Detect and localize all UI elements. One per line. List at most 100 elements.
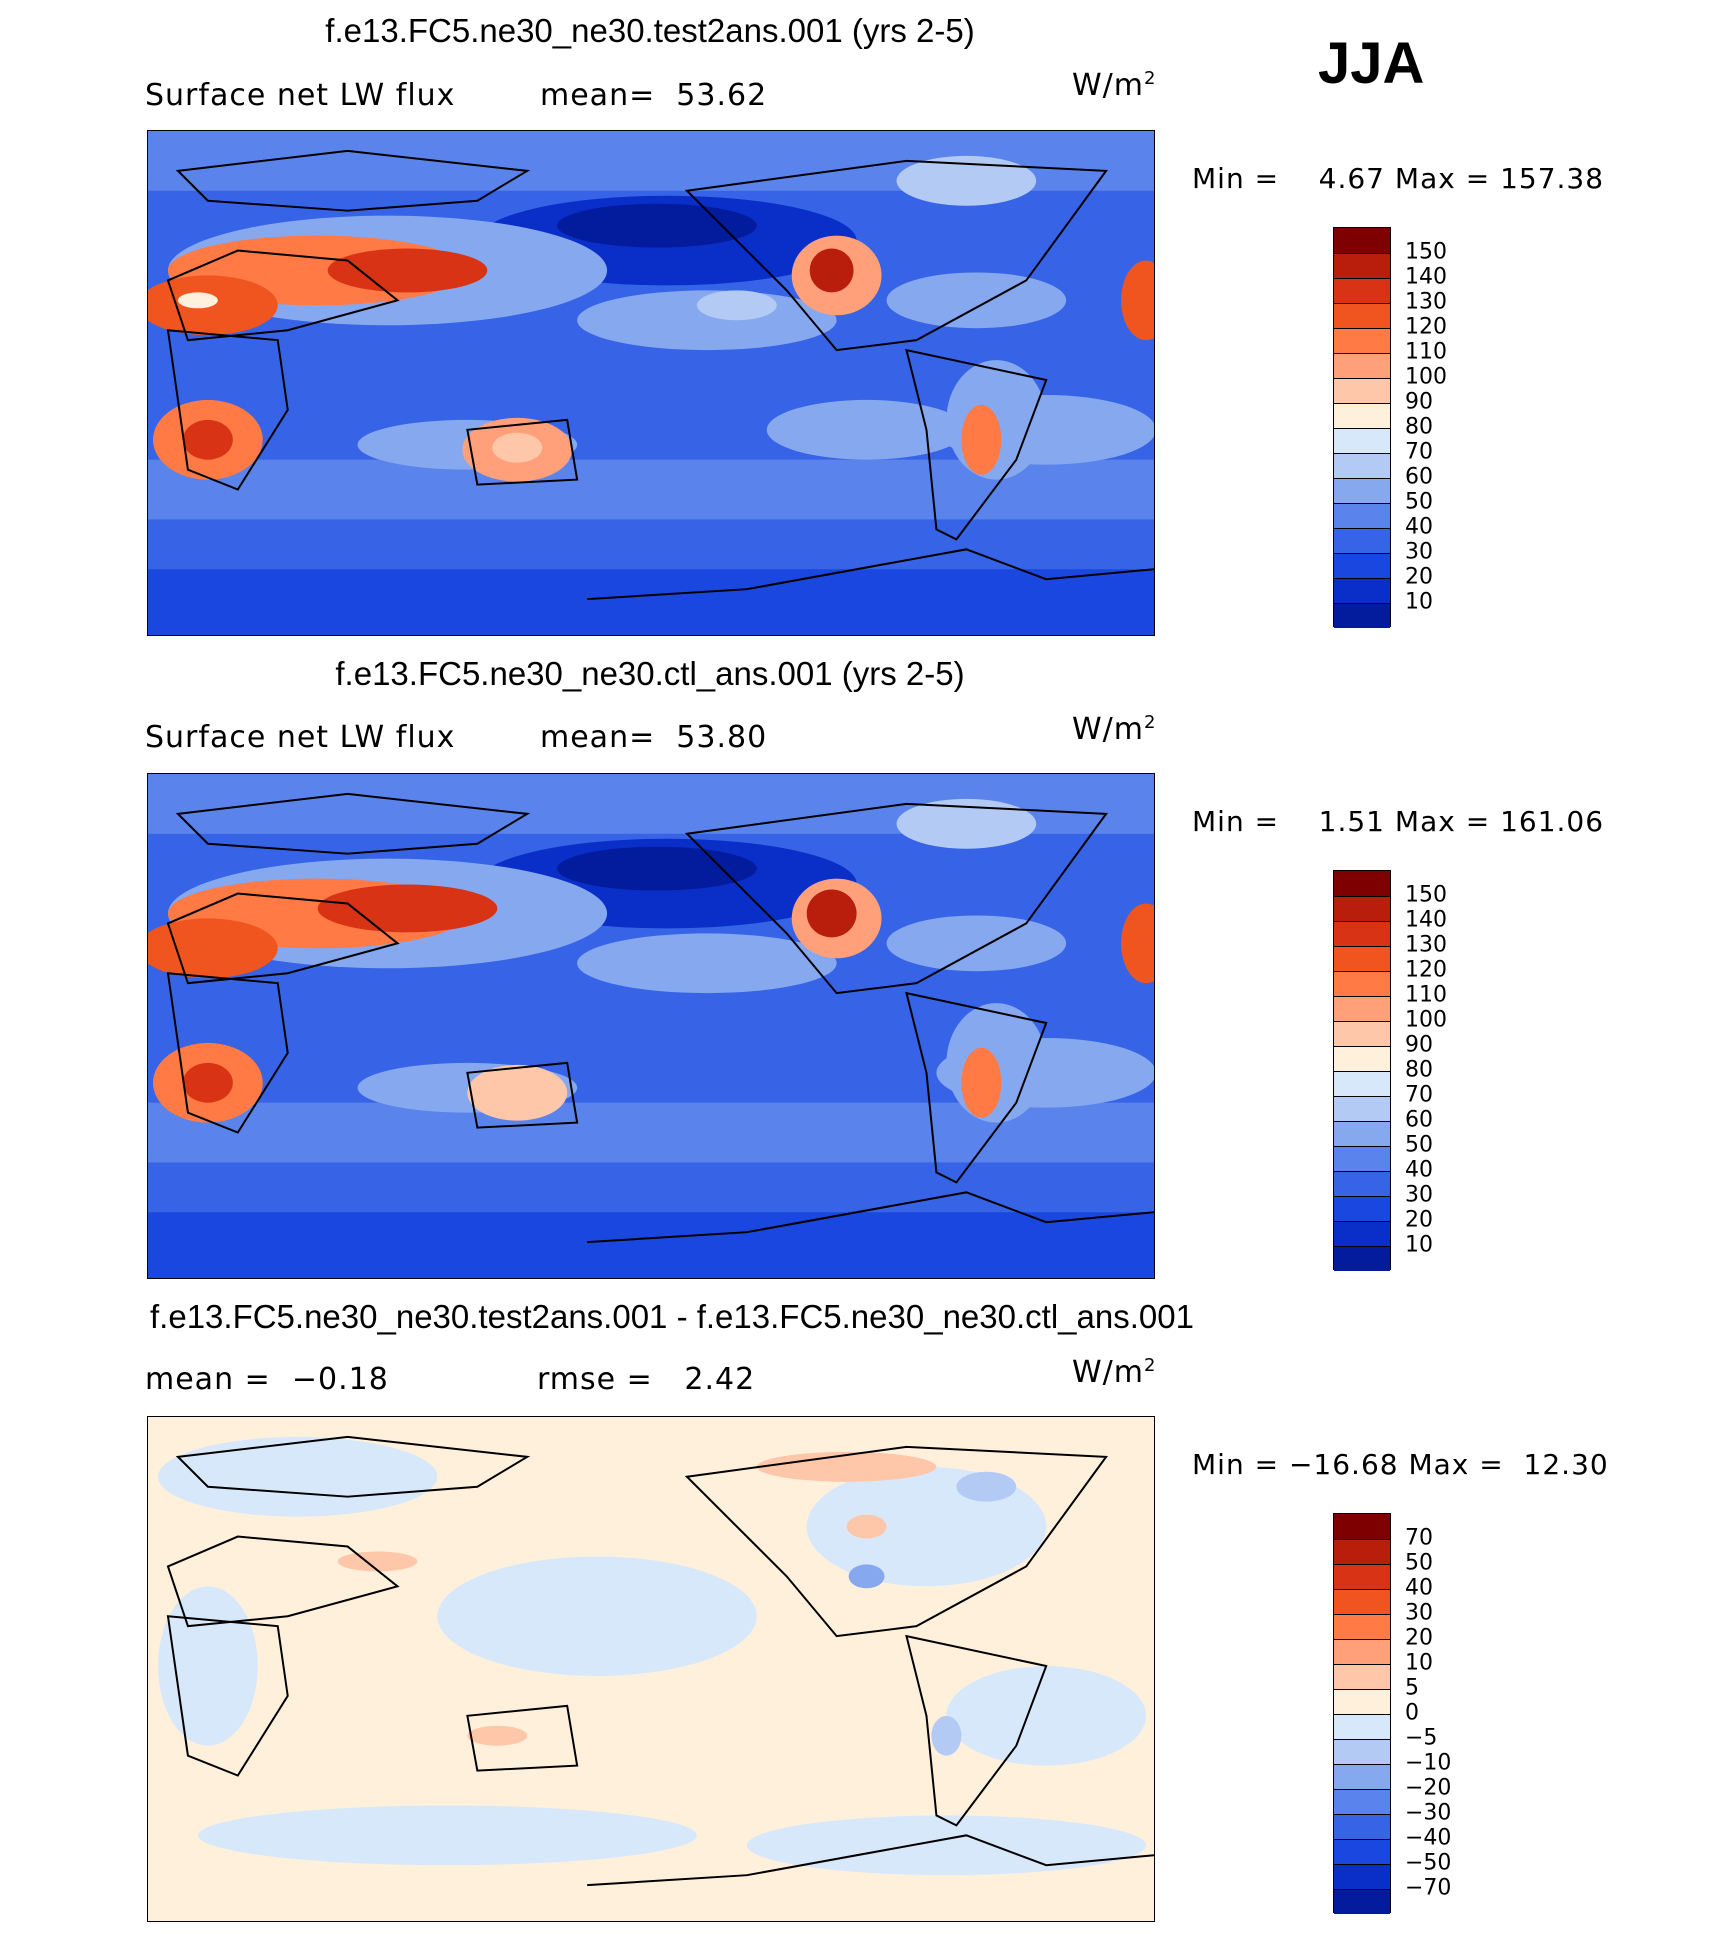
colorbar-tick-label: 110 [1405, 982, 1447, 1008]
colorbar-tick-label: 140 [1405, 264, 1447, 290]
colorbar-segment [1334, 228, 1390, 253]
colorbar-segment [1334, 303, 1390, 328]
colorbar-segment [1334, 1171, 1390, 1196]
colorbar-tick-label: 40 [1405, 1157, 1433, 1183]
panel-3-map [147, 1416, 1155, 1922]
colorbar-segment [1334, 946, 1390, 971]
colorbar-tick-label: 130 [1405, 289, 1447, 315]
colorbar-tick-label: −50 [1405, 1850, 1452, 1876]
colorbar-segment [1334, 528, 1390, 553]
panel-2-minmax: Min = 1.51 Max = 161.06 [1192, 805, 1605, 838]
colorbar-segment [1334, 1739, 1390, 1764]
colorbar-segment [1334, 428, 1390, 453]
colorbar-tick-label: 30 [1405, 539, 1433, 565]
colorbar-tick-label: −20 [1405, 1775, 1452, 1801]
colorbar-segment [1334, 1246, 1390, 1271]
colorbar-segment [1334, 1121, 1390, 1146]
colorbar-tick-label: 150 [1405, 882, 1447, 908]
colorbar-tick-label: 100 [1405, 1007, 1447, 1033]
panel-2-title: f.e13.FC5.ne30_ne30.ctl_ans.001 (yrs 2-5… [335, 655, 965, 692]
colorbar-tick-label: −70 [1405, 1875, 1452, 1901]
colorbar-tick-label: 40 [1405, 1575, 1433, 1601]
colorbar-tick-label: 20 [1405, 564, 1433, 590]
colorbar-segment [1334, 403, 1390, 428]
panel-1-map [147, 130, 1155, 636]
panel-1-map-field [148, 131, 1154, 635]
panel-1-minmax: Min = 4.67 Max = 157.38 [1192, 162, 1605, 195]
colorbar-tick-label: 70 [1405, 1525, 1433, 1551]
colorbar-tick-label: 40 [1405, 514, 1433, 540]
colorbar-segment [1334, 503, 1390, 528]
colorbar-segment [1334, 1889, 1390, 1914]
colorbar-tick-label: −40 [1405, 1825, 1452, 1851]
panel-2-mean: mean= 53.80 [540, 720, 768, 755]
colorbar-tick-label: 110 [1405, 339, 1447, 365]
panel-1-units: W/m2 [1072, 68, 1157, 103]
colorbar-tick-label: 80 [1405, 1057, 1433, 1083]
colorbar-segment [1334, 328, 1390, 353]
colorbar-segment [1334, 478, 1390, 503]
colorbar-segment [1334, 353, 1390, 378]
colorbar-segment [1334, 1514, 1390, 1539]
colorbar-segment [1334, 971, 1390, 996]
season-label: JJA [1318, 31, 1425, 96]
panel-3-colorbar [1333, 1513, 1391, 1914]
colorbar-segment [1334, 278, 1390, 303]
colorbar-segment [1334, 1764, 1390, 1789]
colorbar-tick-label: 90 [1405, 1032, 1433, 1058]
colorbar-segment [1334, 1639, 1390, 1664]
panel-1-variable: Surface net LW flux [145, 78, 456, 113]
colorbar-segment [1334, 253, 1390, 278]
colorbar-segment [1334, 1071, 1390, 1096]
colorbar-tick-label: 30 [1405, 1600, 1433, 1626]
colorbar-tick-label: 140 [1405, 907, 1447, 933]
colorbar-segment [1334, 1539, 1390, 1564]
panel-3-map-field [148, 1417, 1154, 1921]
colorbar-segment [1334, 1221, 1390, 1246]
panel-2-units: W/m2 [1072, 712, 1157, 747]
colorbar-tick-label: 90 [1405, 389, 1433, 415]
colorbar-tick-label: 10 [1405, 1650, 1433, 1676]
colorbar-tick-label: 10 [1405, 1232, 1433, 1258]
colorbar-segment [1334, 1046, 1390, 1071]
colorbar-tick-label: 50 [1405, 489, 1433, 515]
colorbar-tick-label: 0 [1405, 1700, 1419, 1726]
panel-3-rmse: rmse = 2.42 [537, 1362, 756, 1397]
colorbar-tick-label: 50 [1405, 1550, 1433, 1576]
colorbar-tick-label: −30 [1405, 1800, 1452, 1826]
panel-1-title: f.e13.FC5.ne30_ne30.test2ans.001 (yrs 2-… [325, 12, 975, 49]
colorbar-tick-label: 30 [1405, 1182, 1433, 1208]
colorbar-segment [1334, 1589, 1390, 1614]
colorbar-segment [1334, 1146, 1390, 1171]
colorbar-segment [1334, 921, 1390, 946]
colorbar-tick-label: 20 [1405, 1625, 1433, 1651]
colorbar-segment [1334, 1714, 1390, 1739]
colorbar-segment [1334, 1664, 1390, 1689]
colorbar-tick-label: 80 [1405, 414, 1433, 440]
panel-3-units: W/m2 [1072, 1355, 1157, 1390]
colorbar-segment [1334, 553, 1390, 578]
colorbar-tick-label: 100 [1405, 364, 1447, 390]
colorbar-segment [1334, 1564, 1390, 1589]
colorbar-segment [1334, 453, 1390, 478]
colorbar-segment [1334, 1864, 1390, 1889]
colorbar-tick-label: 20 [1405, 1207, 1433, 1233]
panel-2-map [147, 773, 1155, 1279]
panel-2-colorbar [1333, 870, 1391, 1271]
panel-3-title: f.e13.FC5.ne30_ne30.test2ans.001 - f.e13… [150, 1298, 1194, 1335]
colorbar-segment [1334, 578, 1390, 603]
colorbar-segment [1334, 1689, 1390, 1714]
colorbar-segment [1334, 1614, 1390, 1639]
colorbar-tick-label: 120 [1405, 957, 1447, 983]
colorbar-segment [1334, 1021, 1390, 1046]
colorbar-tick-label: 60 [1405, 464, 1433, 490]
panel-1-mean: mean= 53.62 [540, 78, 768, 113]
colorbar-tick-label: 70 [1405, 1082, 1433, 1108]
colorbar-tick-label: −5 [1405, 1725, 1438, 1751]
colorbar-tick-label: 5 [1405, 1675, 1419, 1701]
colorbar-tick-label: 50 [1405, 1132, 1433, 1158]
colorbar-segment [1334, 871, 1390, 896]
colorbar-segment [1334, 1814, 1390, 1839]
colorbar-tick-label: 120 [1405, 314, 1447, 340]
panel-3-mean: mean = −0.18 [145, 1362, 389, 1397]
